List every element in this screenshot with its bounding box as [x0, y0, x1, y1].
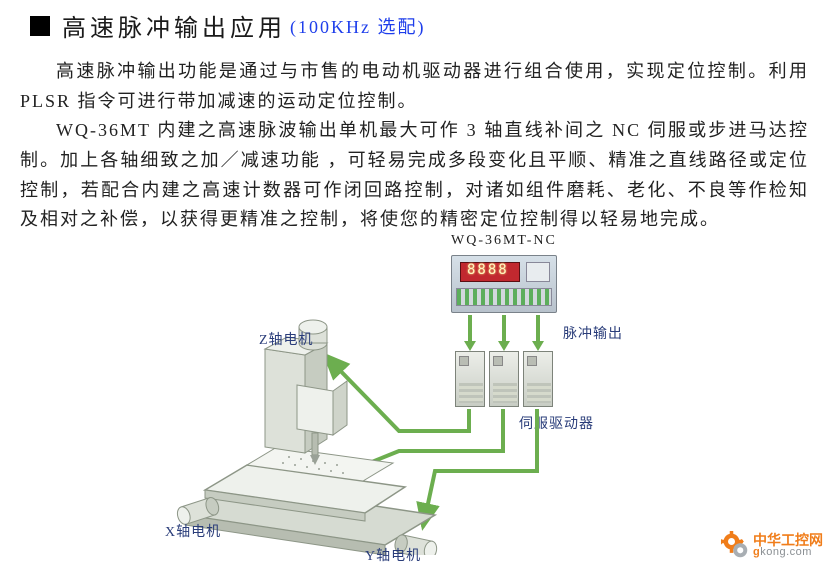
watermark-en: gkong.com	[753, 547, 823, 558]
paragraph-1: 高速脉冲输出功能是通过与市售的电动机驱动器进行组合使用，实现定位控制。利用 PL…	[20, 57, 809, 116]
bullet-square-icon	[30, 16, 50, 36]
gear-icon	[721, 531, 749, 559]
watermark-cn: 中华工控网	[753, 533, 823, 547]
page-subtitle: (100KHz 选配)	[290, 13, 425, 39]
cnc-machine-icon	[155, 315, 455, 555]
y-axis-label: Y轴电机	[365, 545, 421, 565]
body-text: 高速脉冲输出功能是通过与市售的电动机驱动器进行组合使用，实现定位控制。利用 PL…	[0, 43, 829, 235]
system-diagram: WQ-36MT-NC 脉冲输出 伺服驱动器	[155, 255, 715, 555]
watermark: 中华工控网 gkong.com	[721, 531, 823, 559]
header: 高速脉冲输出应用 (100KHz 选配)	[0, 0, 829, 43]
page-title: 高速脉冲输出应用	[62, 8, 286, 43]
paragraph-2: WQ-36MT 内建之高速脉波输出单机最大可作 3 轴直线补间之 NC 伺服或步…	[20, 116, 809, 235]
controller-model-label: WQ-36MT-NC	[451, 233, 557, 249]
z-axis-label: Z轴电机	[259, 329, 314, 349]
x-axis-label: X轴电机	[165, 521, 221, 541]
